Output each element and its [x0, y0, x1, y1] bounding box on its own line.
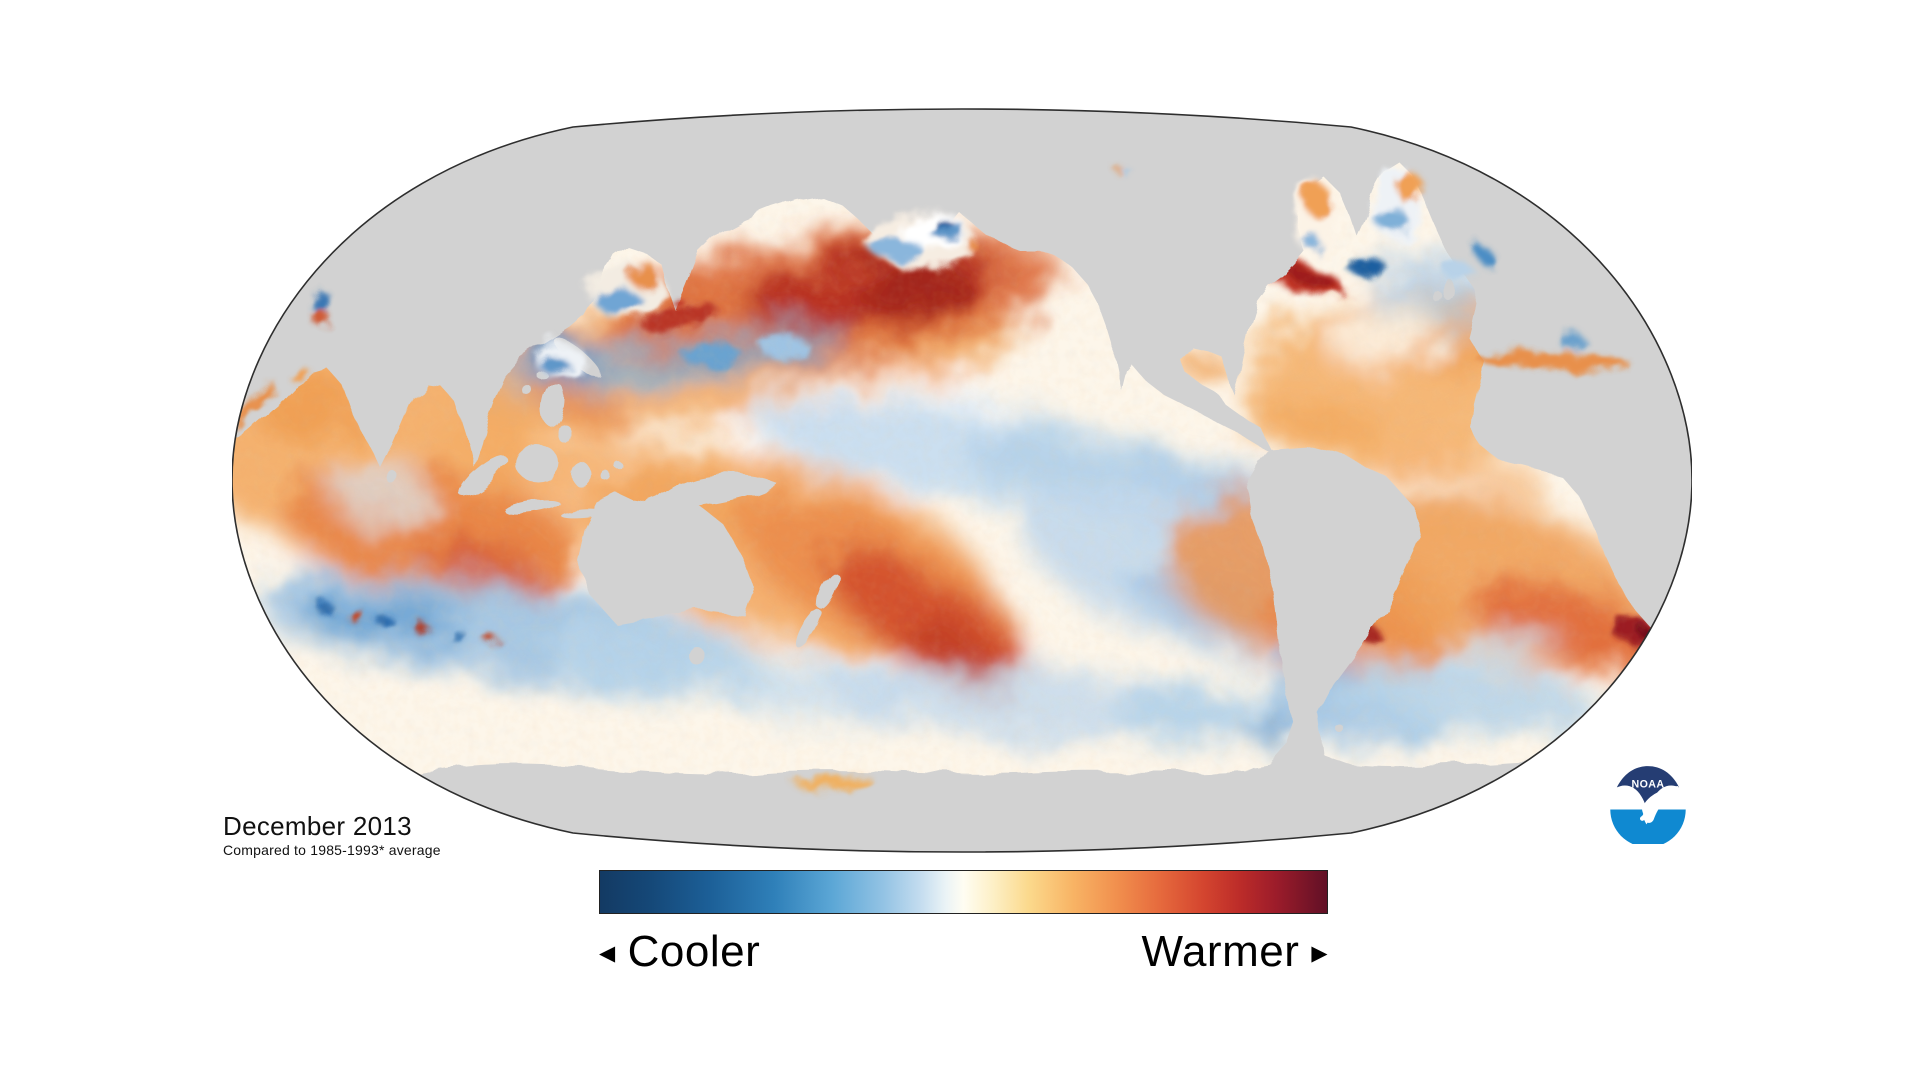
map-baseline-subtitle: Compared to 1985-1993* average: [223, 842, 441, 858]
colorbar-legend: ◀ Cooler Warmer ▶: [599, 922, 1328, 982]
noaa-logo-shell: [1616, 766, 1680, 819]
cooler-label-text: Cooler: [627, 927, 761, 976]
land-south-america: [1246, 447, 1420, 743]
warmer-label-text: Warmer: [1141, 927, 1300, 976]
right-arrow-icon: ▶: [1311, 942, 1328, 965]
map-date-title: December 2013: [223, 811, 412, 841]
land-north: [232, 109, 1692, 649]
marginal-seas: [234, 166, 1630, 788]
noaa-logo-sea: [1610, 809, 1686, 848]
noaa-logo: NOAA: [1607, 762, 1689, 848]
warmer-label: Warmer ▶: [1142, 927, 1328, 977]
noaa-logo-svg: NOAA: [1609, 764, 1687, 848]
world-map: [231, 105, 1693, 855]
map-caption: December 2013 Compared to 1985-1993* ave…: [223, 812, 441, 858]
left-arrow-icon: ◀: [599, 942, 616, 965]
seagull-tail-icon: [1643, 814, 1653, 825]
world-map-svg: [231, 108, 1693, 853]
cooler-label: ◀ Cooler: [599, 927, 760, 977]
anomaly-colorbar: [599, 870, 1328, 914]
land-australia: [577, 483, 754, 625]
land-new-guinea: [657, 474, 777, 510]
noaa-logo-text: NOAA: [1631, 778, 1664, 790]
seagull-wing-icon: [1642, 785, 1680, 823]
